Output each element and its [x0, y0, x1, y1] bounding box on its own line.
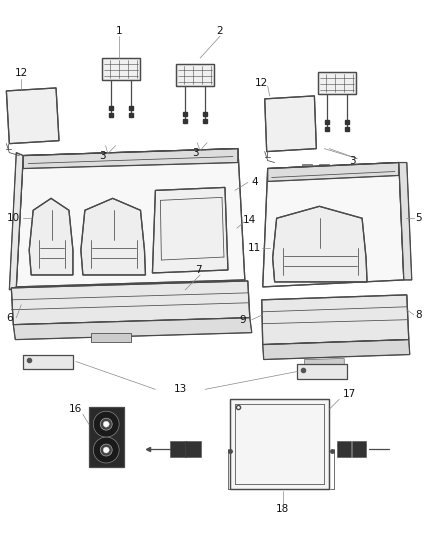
- Polygon shape: [102, 58, 140, 80]
- Polygon shape: [23, 149, 238, 168]
- Polygon shape: [319, 164, 329, 174]
- Polygon shape: [176, 64, 214, 86]
- Polygon shape: [273, 206, 367, 282]
- Text: 9: 9: [240, 314, 246, 325]
- Text: 10: 10: [7, 213, 20, 223]
- Polygon shape: [230, 399, 329, 489]
- Text: 5: 5: [415, 213, 422, 223]
- Polygon shape: [268, 163, 399, 181]
- Polygon shape: [262, 295, 409, 345]
- Polygon shape: [265, 96, 316, 151]
- Polygon shape: [71, 152, 81, 164]
- Circle shape: [93, 411, 119, 437]
- Circle shape: [103, 421, 109, 427]
- Polygon shape: [150, 152, 160, 164]
- Polygon shape: [297, 365, 347, 379]
- Polygon shape: [303, 164, 312, 174]
- Text: 1: 1: [115, 26, 122, 36]
- Text: 3: 3: [349, 156, 356, 166]
- Polygon shape: [167, 152, 177, 164]
- Circle shape: [93, 437, 119, 463]
- Polygon shape: [13, 318, 252, 340]
- Polygon shape: [352, 441, 366, 457]
- Polygon shape: [263, 340, 410, 360]
- Polygon shape: [399, 163, 412, 280]
- Text: 13: 13: [173, 384, 187, 394]
- Text: 8: 8: [415, 310, 422, 320]
- Polygon shape: [23, 354, 73, 369]
- Polygon shape: [7, 88, 59, 144]
- Polygon shape: [29, 198, 73, 275]
- Text: 7: 7: [195, 265, 201, 275]
- Polygon shape: [170, 441, 186, 457]
- Polygon shape: [89, 407, 124, 467]
- Text: 2: 2: [217, 26, 223, 36]
- Text: 11: 11: [248, 243, 261, 253]
- Text: 16: 16: [69, 404, 82, 414]
- Text: 17: 17: [343, 389, 356, 399]
- Polygon shape: [81, 198, 145, 275]
- Text: 18: 18: [276, 504, 289, 514]
- Polygon shape: [337, 441, 351, 457]
- Polygon shape: [152, 188, 228, 273]
- Polygon shape: [88, 152, 98, 164]
- Text: 14: 14: [243, 215, 256, 225]
- Text: 3: 3: [99, 151, 106, 160]
- Text: 4: 4: [251, 177, 258, 188]
- Polygon shape: [11, 281, 250, 325]
- Text: 12: 12: [14, 68, 28, 78]
- Text: 6: 6: [6, 313, 13, 323]
- Polygon shape: [318, 72, 356, 94]
- Polygon shape: [263, 163, 404, 287]
- Polygon shape: [16, 149, 245, 287]
- Circle shape: [100, 444, 112, 456]
- Circle shape: [103, 447, 109, 453]
- Polygon shape: [91, 333, 131, 342]
- Circle shape: [100, 418, 112, 430]
- Text: 3: 3: [192, 148, 198, 158]
- Text: 12: 12: [255, 78, 268, 88]
- Polygon shape: [304, 359, 344, 367]
- Polygon shape: [9, 152, 23, 290]
- Polygon shape: [185, 441, 201, 457]
